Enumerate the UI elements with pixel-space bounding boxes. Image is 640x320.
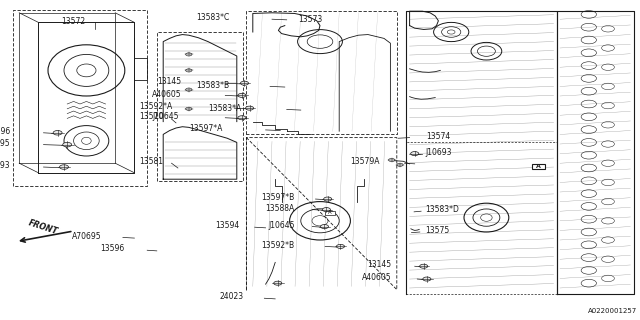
Text: 13592*B: 13592*B	[261, 241, 294, 250]
Text: J10645: J10645	[268, 221, 294, 230]
Text: 13581: 13581	[140, 157, 163, 166]
Circle shape	[323, 208, 330, 212]
Circle shape	[238, 116, 246, 120]
Text: 13145: 13145	[157, 77, 181, 86]
Circle shape	[324, 197, 332, 201]
Text: 13596: 13596	[100, 244, 124, 253]
Text: 13583*A: 13583*A	[209, 104, 242, 113]
Circle shape	[60, 165, 68, 169]
Text: 13597*B: 13597*B	[261, 193, 294, 202]
Circle shape	[337, 244, 344, 248]
Text: 13594: 13594	[215, 221, 239, 230]
Circle shape	[246, 106, 253, 110]
Text: 13572: 13572	[61, 17, 86, 26]
Text: 13583*D: 13583*D	[425, 205, 459, 214]
Circle shape	[388, 158, 395, 162]
Bar	[532, 164, 545, 169]
Circle shape	[186, 107, 192, 110]
Text: A0220001257: A0220001257	[588, 308, 637, 314]
Circle shape	[186, 69, 192, 72]
Text: 13588A: 13588A	[265, 204, 294, 213]
Text: A40605: A40605	[152, 90, 181, 99]
Circle shape	[423, 277, 431, 281]
Text: 24023: 24023	[219, 292, 243, 301]
Text: 13573: 13573	[298, 15, 323, 24]
Text: A: A	[536, 164, 541, 169]
Circle shape	[241, 81, 248, 85]
Circle shape	[321, 225, 328, 228]
Circle shape	[397, 163, 403, 166]
Text: A70695: A70695	[72, 232, 101, 241]
Circle shape	[186, 88, 192, 91]
Text: A: A	[328, 211, 332, 215]
Text: J10645: J10645	[153, 112, 179, 121]
Text: 13583*C: 13583*C	[196, 13, 229, 22]
Text: 13596: 13596	[0, 127, 11, 136]
Circle shape	[238, 93, 246, 97]
Text: A70695: A70695	[0, 139, 11, 148]
Circle shape	[274, 281, 282, 285]
Text: A40605: A40605	[362, 273, 392, 282]
Bar	[325, 211, 335, 215]
Circle shape	[53, 131, 62, 135]
Text: 13592*A: 13592*A	[140, 102, 173, 111]
Text: 13583*B: 13583*B	[196, 81, 229, 90]
Text: 13597*A: 13597*A	[189, 124, 223, 133]
Text: A70693: A70693	[0, 161, 11, 170]
Text: FRONT: FRONT	[28, 218, 60, 236]
Text: 13145: 13145	[367, 260, 392, 269]
Circle shape	[63, 142, 72, 147]
Circle shape	[411, 152, 419, 156]
Text: J10693: J10693	[425, 148, 451, 157]
Text: 13574: 13574	[426, 132, 451, 141]
Text: 13579A: 13579A	[351, 157, 380, 166]
Circle shape	[186, 53, 192, 56]
Text: 13570: 13570	[139, 112, 163, 121]
Circle shape	[420, 264, 428, 268]
Text: 13575: 13575	[425, 226, 449, 235]
